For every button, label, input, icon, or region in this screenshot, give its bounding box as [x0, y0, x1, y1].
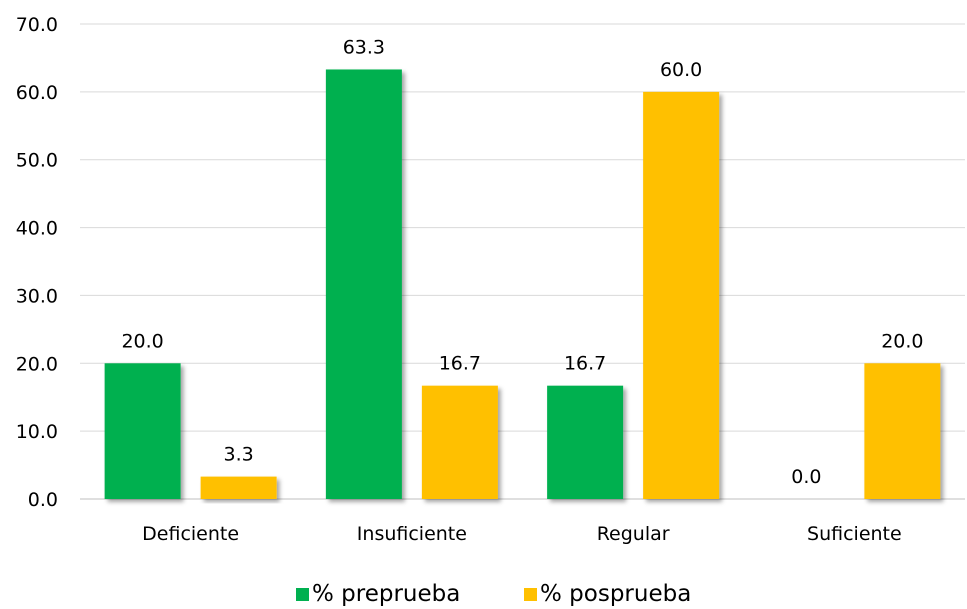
bar-preprueba: [547, 385, 624, 499]
category-label: Deficiente: [142, 523, 239, 545]
y-axis-ticks: 0.0 10.0 20.0 30.0 40.0 50.0 60.0 70.0: [16, 14, 58, 511]
legend-label: % preprueba: [312, 581, 460, 607]
data-label: 3.3: [224, 444, 254, 466]
bars: [104, 69, 941, 499]
y-tick-label: 30.0: [16, 285, 58, 307]
y-tick-label: 10.0: [16, 421, 58, 443]
x-axis-categories: Deficiente Insuficiente Regular Suficiente: [142, 523, 902, 545]
data-label: 20.0: [121, 330, 163, 352]
legend-swatch: [296, 588, 309, 601]
gridlines: [80, 23, 965, 500]
data-label: 0.0: [791, 466, 821, 488]
legend: % preprueba % posprueba: [296, 581, 691, 607]
bar-preprueba: [325, 69, 402, 499]
y-tick-label: 0.0: [28, 489, 58, 511]
data-label: 16.7: [439, 353, 481, 375]
data-label: 20.0: [881, 330, 923, 352]
data-label: 16.7: [564, 353, 606, 375]
category-label: Insuficiente: [357, 523, 467, 545]
y-tick-label: 40.0: [16, 218, 58, 240]
y-tick-label: 70.0: [16, 14, 58, 36]
bar-posprueba: [421, 385, 498, 499]
y-tick-label: 50.0: [16, 150, 58, 172]
bar-preprueba: [104, 363, 181, 499]
y-tick-label: 60.0: [16, 82, 58, 104]
bar-posprueba: [643, 91, 720, 499]
legend-label: % posprueba: [540, 581, 691, 607]
bar-posprueba: [200, 476, 277, 499]
y-tick-label: 20.0: [16, 353, 58, 375]
bar-posprueba: [864, 363, 941, 499]
category-label: Suficiente: [807, 523, 902, 545]
category-label: Regular: [597, 523, 670, 545]
data-label: 60.0: [660, 59, 702, 81]
legend-swatch: [524, 588, 537, 601]
data-labels: 20.0 3.3 63.3 16.7 16.7 60.0 0.0 20.0: [121, 36, 923, 488]
data-label: 63.3: [343, 36, 385, 58]
